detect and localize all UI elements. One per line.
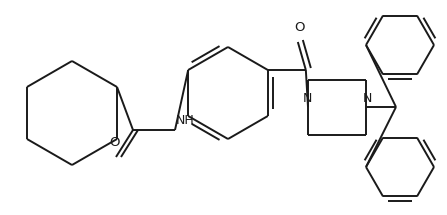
Text: NH: NH: [176, 114, 195, 127]
Text: N: N: [302, 92, 312, 105]
Text: O: O: [109, 136, 119, 149]
Text: N: N: [363, 92, 372, 105]
Text: O: O: [295, 21, 305, 34]
